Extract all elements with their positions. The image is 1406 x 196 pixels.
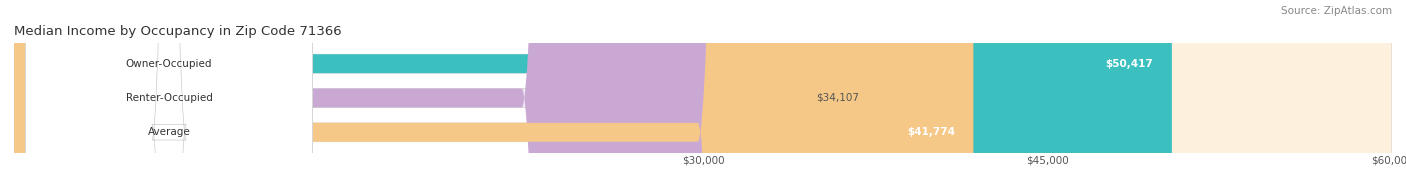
- Text: $34,107: $34,107: [815, 93, 859, 103]
- FancyBboxPatch shape: [25, 0, 312, 196]
- Text: Source: ZipAtlas.com: Source: ZipAtlas.com: [1281, 6, 1392, 16]
- FancyBboxPatch shape: [14, 0, 1392, 196]
- Text: $41,774: $41,774: [907, 127, 955, 137]
- FancyBboxPatch shape: [14, 0, 797, 196]
- FancyBboxPatch shape: [14, 0, 973, 196]
- Text: Owner-Occupied: Owner-Occupied: [125, 59, 212, 69]
- FancyBboxPatch shape: [25, 0, 312, 196]
- FancyBboxPatch shape: [25, 0, 312, 196]
- Text: Renter-Occupied: Renter-Occupied: [125, 93, 212, 103]
- Text: Average: Average: [148, 127, 190, 137]
- FancyBboxPatch shape: [14, 0, 1171, 196]
- Text: $50,417: $50,417: [1105, 59, 1153, 69]
- Text: Median Income by Occupancy in Zip Code 71366: Median Income by Occupancy in Zip Code 7…: [14, 25, 342, 38]
- FancyBboxPatch shape: [14, 0, 1392, 196]
- FancyBboxPatch shape: [14, 0, 1392, 196]
